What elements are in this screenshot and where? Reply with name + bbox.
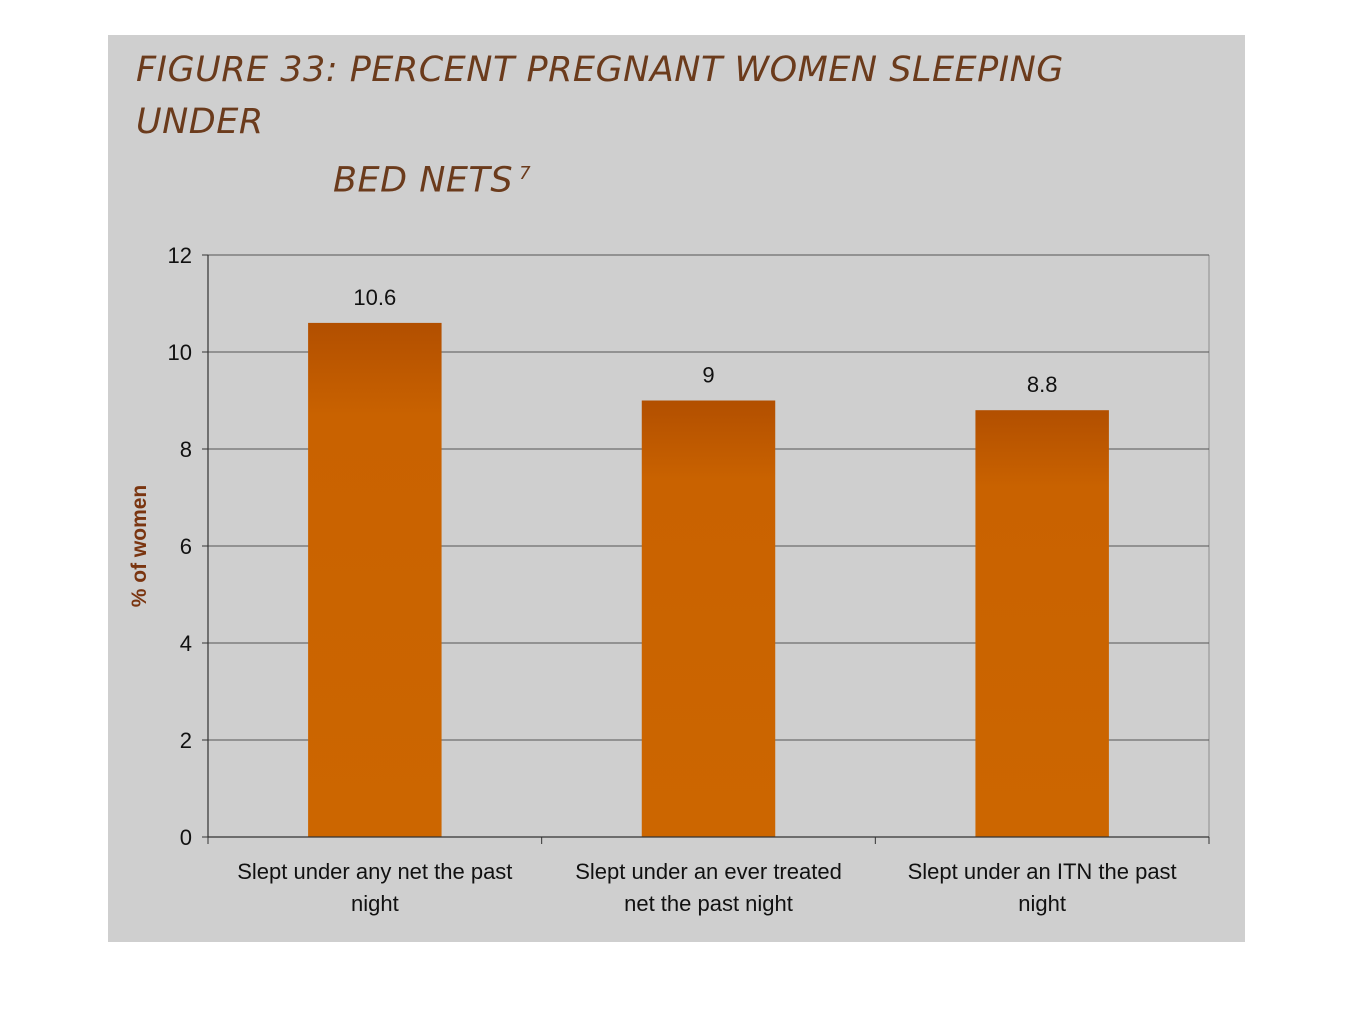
chart-title-line2-wrap: BED NETS 7: [136, 148, 1186, 207]
y-tick-label: 6: [180, 534, 192, 559]
data-label: 8.8: [1027, 372, 1058, 397]
bar: [641, 400, 776, 837]
bar: [975, 410, 1109, 837]
x-category-label-line: Slept under an ITN the past: [908, 859, 1177, 884]
y-tick-label: 8: [180, 437, 192, 462]
axes: [202, 254, 1210, 844]
y-axis-title: % of women: [128, 485, 151, 608]
x-category-label: Slept under any net the past night: [237, 859, 512, 916]
labels: 0 2 4 6 8 10 12 10.6 Slept under any net the pas…: [168, 243, 1177, 916]
x-category-label-line: Slept under an ever treated: [575, 859, 842, 884]
chart-title-line2: BED NETS: [333, 160, 514, 201]
y-tick-label: 12: [168, 243, 192, 268]
y-tick-label: 4: [180, 631, 192, 656]
x-category-label-line: Slept under any net the past: [237, 859, 512, 884]
data-label: 10.6: [353, 285, 396, 310]
y-tick-label: 10: [168, 340, 192, 365]
x-category-label: Slept under an ITN the past night: [908, 859, 1177, 916]
chart-title-superscript: 7: [519, 163, 532, 184]
chart-title-line1: FIGURE 33: PERCENT PREGNANT WOMEN SLEEPI…: [136, 50, 1064, 142]
chart-title: FIGURE 33: PERCENT PREGNANT WOMEN SLEEPI…: [136, 44, 1186, 207]
x-category-label-line: night: [1018, 891, 1066, 916]
bars: [308, 322, 1109, 837]
data-label: 9: [702, 363, 714, 388]
y-tick-label: 2: [180, 728, 192, 753]
x-category-label-line: night: [351, 891, 399, 916]
x-category-label: Slept under an ever treated net the past …: [575, 859, 842, 916]
x-category-label-line: net the past night: [624, 891, 793, 916]
y-tick-label: 0: [180, 825, 192, 850]
bar: [308, 322, 442, 837]
